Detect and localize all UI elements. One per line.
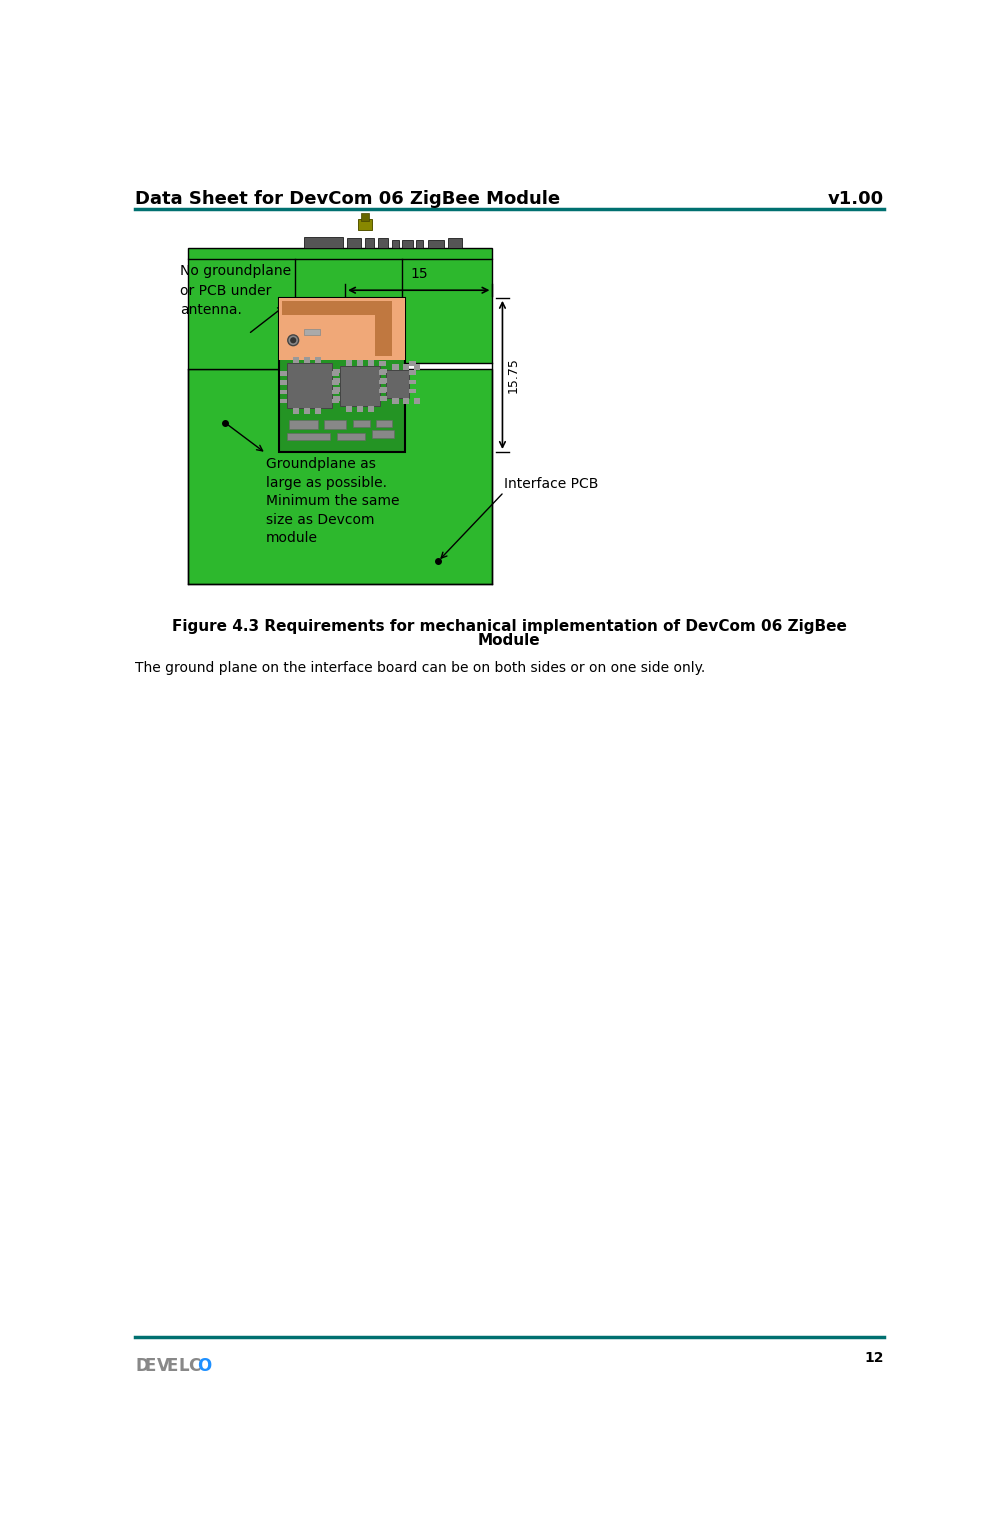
- Text: Interface PCB: Interface PCB: [504, 477, 598, 491]
- Text: E: E: [144, 1357, 156, 1375]
- Text: Data Sheet for DevCom 06 ZigBee Module: Data Sheet for DevCom 06 ZigBee Module: [135, 190, 561, 208]
- Bar: [428, 239, 443, 248]
- Text: Figure 4.3 Requirements for mechanical implementation of DevCom 06 ZigBee: Figure 4.3 Requirements for mechanical i…: [172, 619, 847, 635]
- Bar: [315, 357, 321, 363]
- Bar: [368, 360, 374, 366]
- Bar: [393, 365, 399, 371]
- Text: L: L: [179, 1357, 189, 1375]
- Bar: [365, 238, 374, 248]
- Bar: [410, 380, 416, 385]
- Bar: [380, 389, 387, 394]
- Text: E: E: [166, 1357, 178, 1375]
- Bar: [380, 369, 387, 374]
- Bar: [332, 399, 339, 403]
- Bar: [324, 420, 346, 429]
- Text: O: O: [197, 1357, 212, 1375]
- Bar: [288, 420, 318, 429]
- Bar: [380, 388, 387, 392]
- Circle shape: [290, 337, 296, 343]
- Bar: [279, 297, 405, 452]
- Bar: [376, 420, 392, 428]
- Bar: [362, 213, 369, 221]
- Bar: [415, 239, 423, 248]
- Bar: [304, 236, 343, 248]
- Bar: [332, 380, 339, 385]
- Bar: [348, 238, 362, 248]
- Bar: [353, 420, 370, 428]
- Bar: [414, 365, 420, 371]
- Bar: [404, 365, 410, 371]
- Bar: [282, 300, 376, 314]
- Text: V: V: [157, 1357, 170, 1375]
- Bar: [346, 360, 352, 366]
- Bar: [188, 259, 295, 369]
- Text: 15.75: 15.75: [506, 357, 519, 392]
- Bar: [332, 389, 339, 394]
- Bar: [357, 360, 363, 366]
- Bar: [357, 406, 363, 412]
- Bar: [188, 248, 492, 259]
- Bar: [414, 399, 420, 405]
- Bar: [387, 371, 410, 399]
- Text: v1.00: v1.00: [828, 190, 884, 208]
- Bar: [340, 366, 380, 406]
- Bar: [188, 369, 492, 584]
- Bar: [332, 371, 339, 376]
- Bar: [287, 363, 332, 408]
- Bar: [410, 389, 416, 394]
- Bar: [333, 397, 340, 402]
- Text: Groundplane as
large as possible.
Minimum the same
size as Devcom
module: Groundplane as large as possible. Minimu…: [266, 457, 400, 544]
- Bar: [379, 238, 388, 248]
- Bar: [280, 389, 287, 394]
- Bar: [333, 369, 340, 374]
- Bar: [287, 432, 330, 440]
- Bar: [410, 362, 416, 366]
- Text: D: D: [135, 1357, 149, 1375]
- Bar: [380, 380, 387, 385]
- Circle shape: [288, 334, 298, 345]
- Bar: [293, 408, 299, 414]
- Bar: [333, 388, 340, 392]
- Bar: [376, 300, 393, 357]
- Bar: [393, 399, 399, 405]
- Bar: [393, 239, 399, 248]
- Bar: [410, 371, 416, 376]
- Bar: [368, 406, 374, 412]
- Bar: [304, 328, 319, 334]
- Bar: [293, 357, 299, 363]
- Bar: [279, 297, 405, 360]
- Bar: [337, 432, 365, 440]
- Text: No groundplane
or PCB under
antenna.: No groundplane or PCB under antenna.: [180, 264, 291, 317]
- Bar: [280, 371, 287, 376]
- Text: Module: Module: [478, 633, 541, 648]
- Text: 12: 12: [864, 1351, 884, 1364]
- Bar: [346, 406, 352, 412]
- Bar: [380, 379, 387, 383]
- Bar: [404, 399, 410, 405]
- Bar: [280, 380, 287, 385]
- Bar: [280, 399, 287, 403]
- Bar: [448, 238, 462, 248]
- Bar: [358, 219, 372, 230]
- Bar: [402, 259, 492, 363]
- Bar: [380, 371, 387, 376]
- Text: 15: 15: [410, 267, 427, 281]
- Bar: [304, 408, 310, 414]
- Bar: [333, 379, 340, 383]
- Text: The ground plane on the interface board can be on both sides or on one side only: The ground plane on the interface board …: [135, 661, 706, 676]
- Text: C: C: [188, 1357, 200, 1375]
- Bar: [304, 357, 310, 363]
- Bar: [315, 408, 321, 414]
- Bar: [402, 239, 413, 248]
- Bar: [295, 259, 402, 369]
- Bar: [372, 431, 394, 438]
- Bar: [380, 397, 387, 402]
- Bar: [380, 362, 387, 366]
